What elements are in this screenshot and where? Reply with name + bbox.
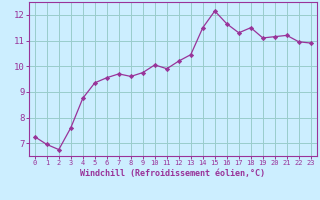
X-axis label: Windchill (Refroidissement éolien,°C): Windchill (Refroidissement éolien,°C)	[80, 169, 265, 178]
